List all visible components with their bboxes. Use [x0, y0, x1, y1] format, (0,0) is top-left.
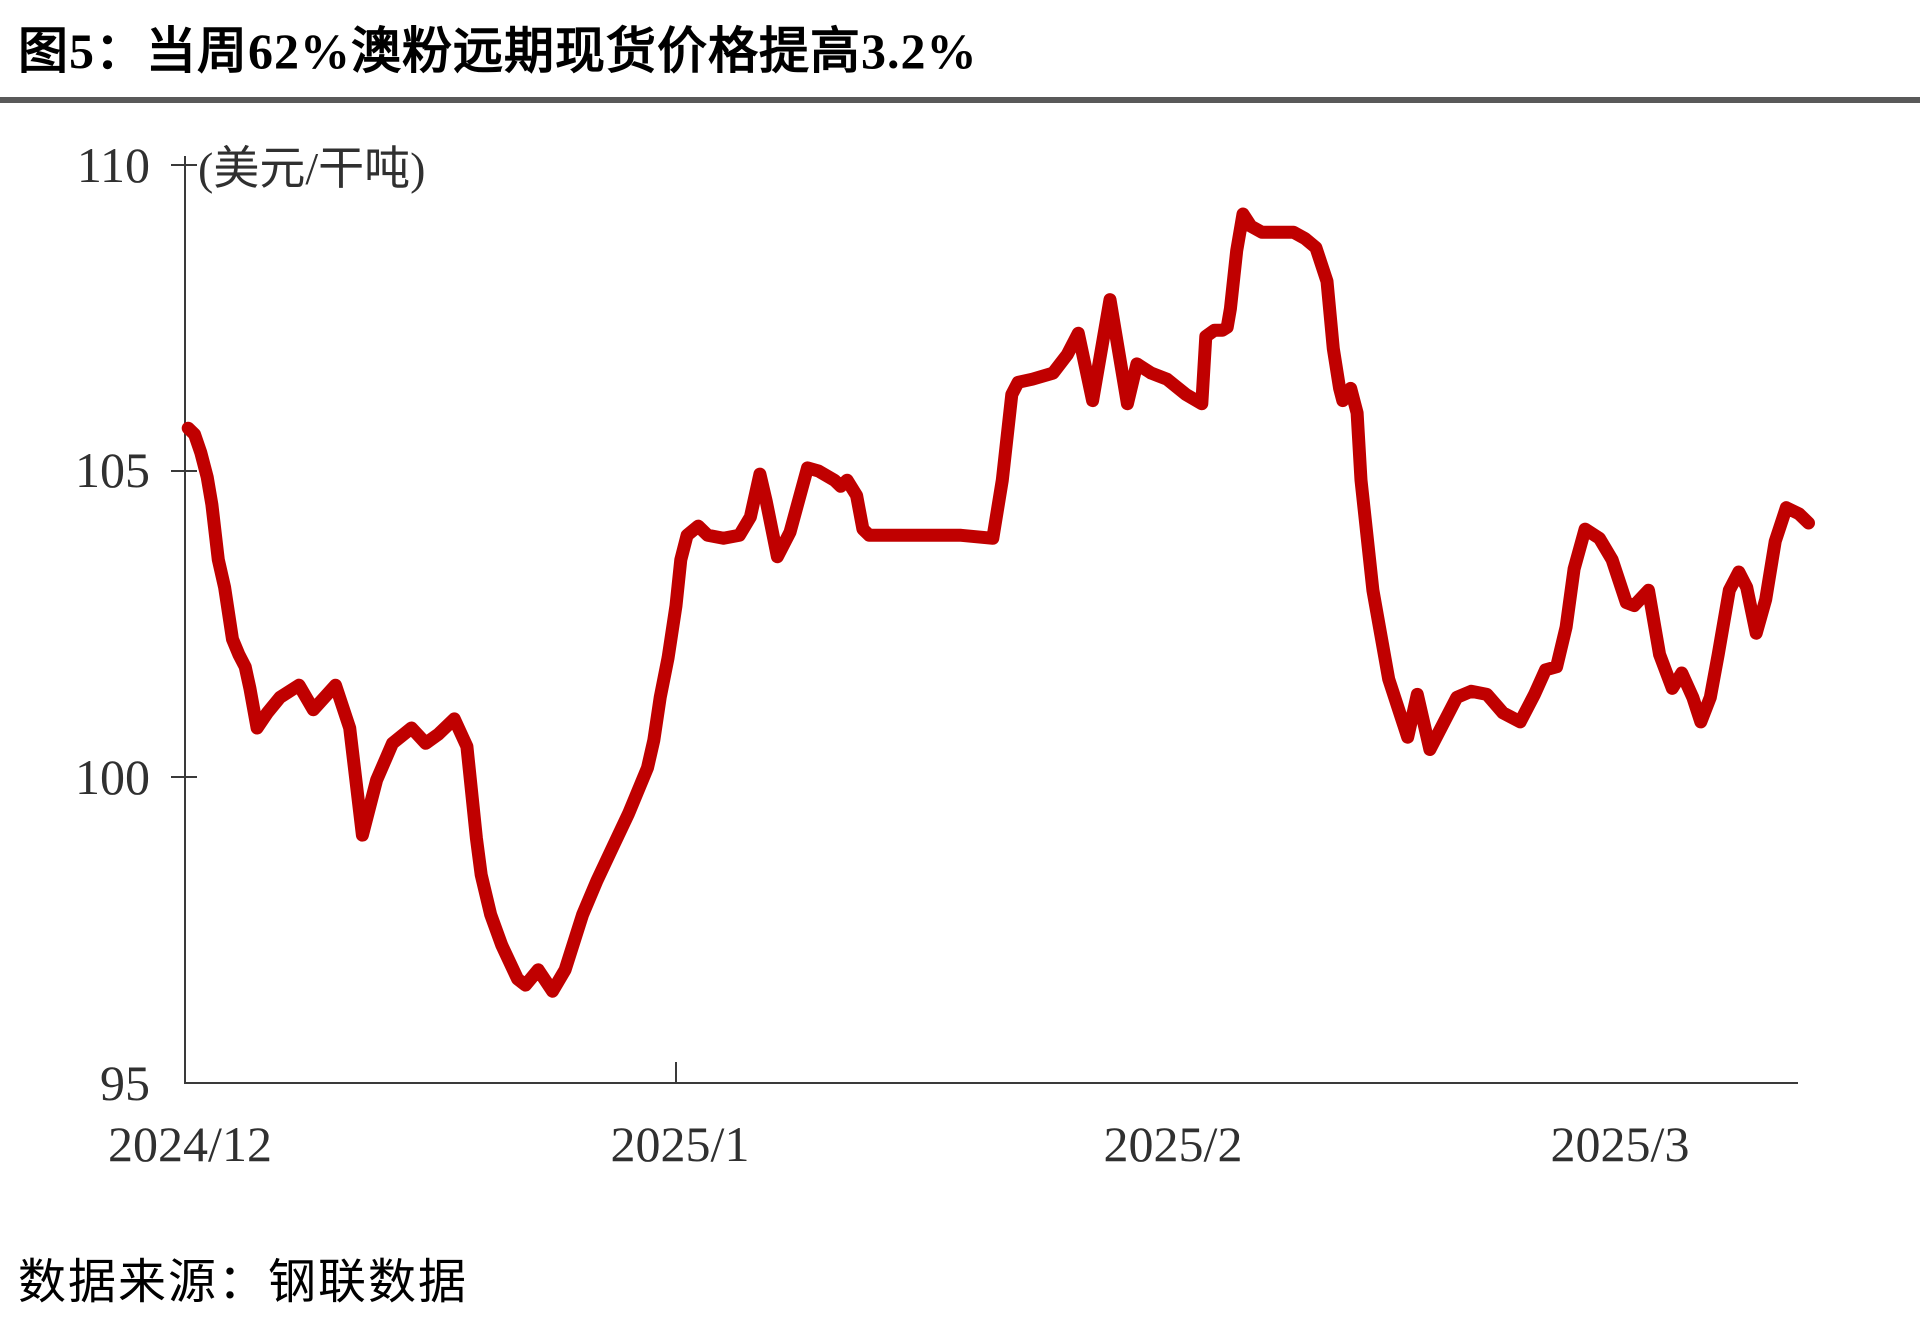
y-axis-label-110: 110 [76, 137, 150, 193]
y-axis-label-105: 105 [75, 442, 150, 498]
y-axis-label-95: 95 [100, 1055, 150, 1111]
x-axis-label-2025-1: 2025/1 [610, 1116, 750, 1172]
price-line [181, 207, 1815, 998]
data-source-note: 数据来源：钢联数据 [18, 1256, 469, 1309]
x-axis-label-2025-2: 2025/2 [1103, 1116, 1243, 1172]
y-axis-label-100: 100 [75, 749, 150, 805]
x-axis-label-2025-3: 2025/3 [1550, 1116, 1690, 1172]
figure-title: 图5：当周62%澳粉远期现货价格提高3.2% [18, 23, 978, 79]
y-tick-marks [171, 164, 197, 778]
y-axis-unit-label: (美元/干吨) [198, 143, 426, 194]
title-divider [0, 97, 1920, 103]
x-axis-label-2024-12: 2024/12 [108, 1116, 272, 1172]
